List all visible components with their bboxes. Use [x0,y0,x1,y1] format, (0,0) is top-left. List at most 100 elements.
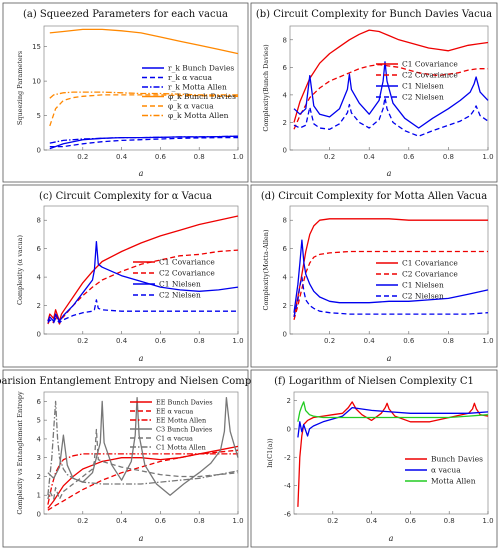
x-axis-label: a [139,354,144,363]
series-line [293,239,489,313]
legend-entry: EE Bunch Davies [156,399,213,407]
y-tick-label: 6 [37,245,42,253]
y-tick-label: 2 [283,302,287,310]
series-line [293,29,489,123]
y-tick-label: 0 [37,147,41,155]
y-tick-label: 15 [32,43,41,51]
x-tick-label: 0.4 [366,517,378,525]
legend-entry: C2 Covariance [402,71,458,80]
y-tick-label: 0 [37,331,41,339]
x-axis-label: a [139,169,144,178]
y-tick-label: 0 [283,147,287,155]
legend-entry: r_k α vacua [168,73,212,82]
y-tick-label: 2 [37,302,41,310]
series-line [47,400,239,496]
plot-area [289,205,489,335]
chart-title: (d) Circuit Complexity for Motta Allen V… [261,191,487,202]
y-tick-label: 5 [37,112,41,120]
x-tick-label: 0.8 [443,337,454,345]
x-tick-label: 1.0 [482,153,493,161]
x-tick-label: 1.0 [232,337,243,345]
series-line [47,428,239,500]
series-line [47,299,238,324]
y-tick-label: 6 [283,64,288,72]
legend-entry: EE Motta Allen [156,417,206,425]
x-tick-label: 0.8 [194,153,205,161]
chart-panel-2: (b) Circuit Complexity for Bunch Davies … [250,2,498,183]
y-tick-label: 4 [283,274,288,282]
legend-entry: Motta Allen [431,477,476,486]
legend-entry: C1 Covariance [159,258,215,267]
panel-frame [250,184,498,368]
x-tick-label: 1.0 [482,337,493,345]
x-tick-label: 0.4 [116,153,128,161]
x-tick-label: 0.2 [327,517,338,525]
x-tick-label: 0.6 [403,153,415,161]
legend-entry: EE α vacua [156,408,193,416]
legend-entry: Bunch Davies [431,455,483,464]
legend-entry: C2 Nielsen [402,93,444,102]
y-tick-label: 2 [37,473,41,481]
legend-entry: C1 α vacua [156,435,193,443]
legend: C1 Covariance C2 Covariance C1 Nielsen C2 N… [376,259,458,301]
y-axis-label: Complexity(Motta-Allen) [262,229,270,310]
x-tick-label: 1.0 [232,517,243,525]
legend: C1 Covariance C2 Covariance C1 Nielsen C2 N… [133,258,215,300]
series-line [49,135,239,144]
y-tick-label: 10 [32,78,41,86]
x-tick-label: 0.6 [403,337,415,345]
legend: C1 Covariance C2 Covariance C1 Nielsen C2 N… [376,60,458,102]
legend-entry: φ_k Bunch Davies [168,92,236,101]
series-line [293,250,488,320]
y-tick-label: 2 [283,119,287,127]
y-tick-label: 0 [283,331,287,339]
legend-entry: r_k Motta Allen [168,83,227,92]
series-line [49,91,238,99]
x-tick-label: 0.2 [324,337,335,345]
legend-entry: C1 Covariance [402,259,458,268]
y-tick-label: 1 [37,492,41,500]
series-line [293,96,489,137]
series-line [47,396,239,496]
x-tick-label: 1.0 [482,517,493,525]
y-tick-label: 6 [37,398,42,406]
x-axis-label: a [387,354,392,363]
y-tick-label: 2 [287,397,291,405]
plot-area [43,391,239,515]
x-tick-label: 0.4 [364,337,376,345]
legend-entry: C1 Covariance [402,60,458,69]
series-line [47,453,238,505]
chart-panel-4: (d) Circuit Complexity for Motta Allen V… [250,184,498,368]
x-tick-label: 1.0 [232,153,243,161]
legend-entry: C3 Bunch Davies [156,426,212,434]
y-tick-label: -4 [284,482,292,490]
chart-panel-1: (a) Squeezed Parameters for each vacua 0.… [2,2,249,183]
y-tick-label: 5 [37,417,41,425]
y-tick-label: 8 [37,217,41,225]
legend-entry: C1 Motta Allen [156,444,206,452]
x-tick-label: 0.4 [116,337,128,345]
y-tick-label: 6 [283,245,288,253]
panel-frame [250,369,498,548]
y-tick-label: 4 [37,274,42,282]
legend-entry: C1 Nielsen [402,82,444,91]
x-tick-label: 0.8 [194,337,205,345]
x-tick-label: 0.2 [324,153,335,161]
x-tick-label: 0.8 [443,153,454,161]
legend-entry: C2 Nielsen [402,292,444,301]
legend: Bunch Davies α vacua Motta Allen [405,455,483,486]
series-line [293,61,489,129]
x-tick-label: 0.6 [155,517,167,525]
series-line [297,401,489,422]
chart-panel-5: (e) Comparision Entanglement Entropy and… [0,369,296,548]
y-tick-label: 4 [283,91,288,99]
series-line [49,136,238,148]
series-line [293,63,488,130]
x-tick-label: 0.2 [77,153,88,161]
legend-entry: C1 Nielsen [159,280,201,289]
x-tick-label: 0.2 [77,517,88,525]
y-tick-label: 8 [283,36,287,44]
chart-title: (a) Squeezed Parameters for each vacua [23,9,228,20]
x-axis-label: a [387,169,392,178]
